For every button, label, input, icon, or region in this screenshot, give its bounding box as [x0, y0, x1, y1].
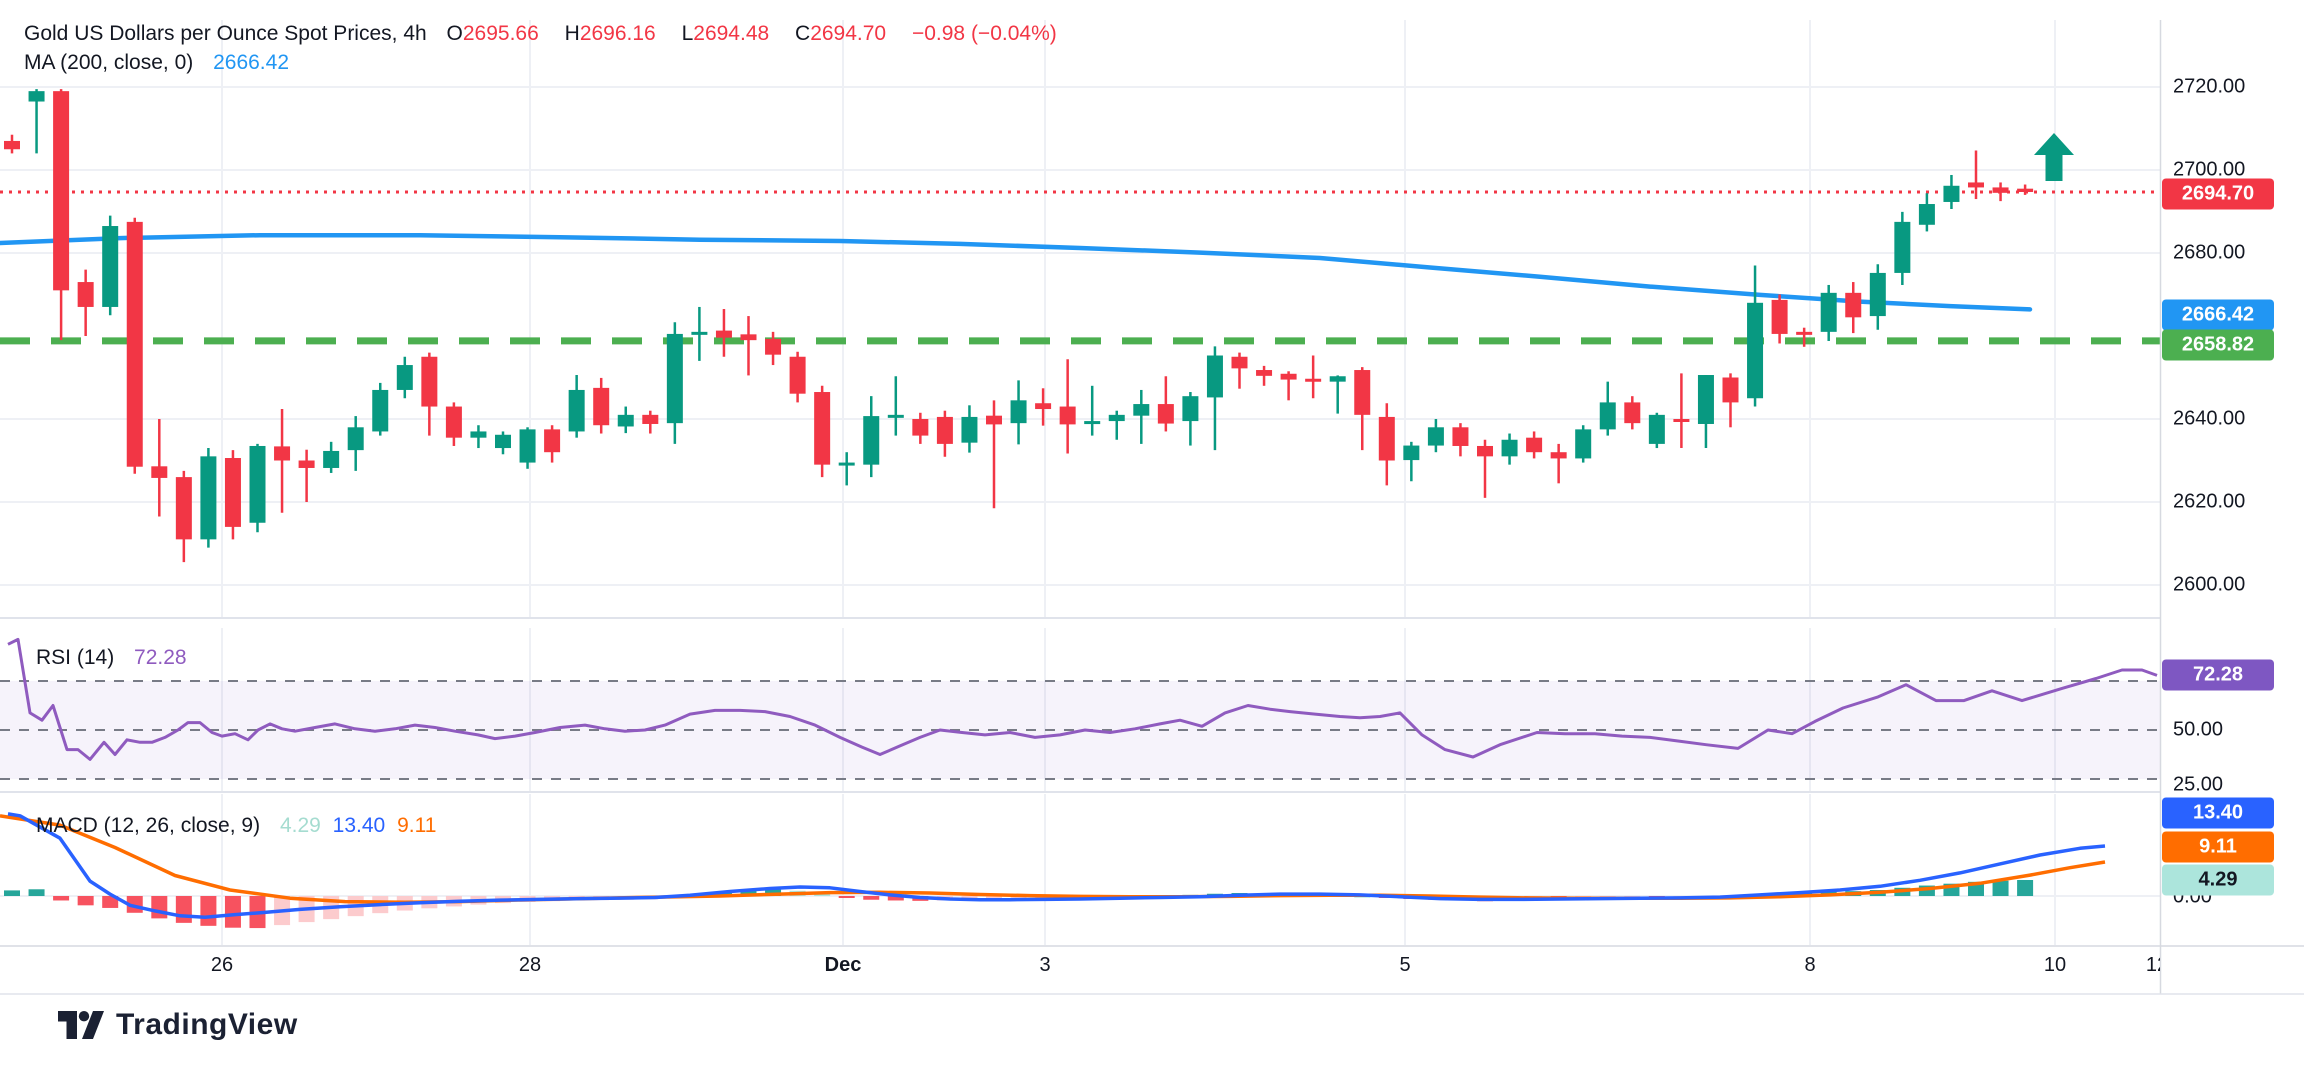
price-axis-label: 2640.00 [2173, 407, 2246, 430]
open-value: 2695.66 [462, 22, 539, 45]
tradingview-logo-text: TradingView [116, 1008, 298, 1041]
time-axis-label-5: 5 [1399, 954, 1411, 976]
macd-line[interactable] [7, 812, 2106, 920]
macd-line-value: 13.40 [332, 814, 386, 837]
price-axis-label: 25.00 [2173, 773, 2224, 796]
high-label: H [564, 22, 580, 45]
macd-indicator-legend[interactable]: MACD (12, 26, close, 9) 4.29 13.40 9.11 [36, 814, 442, 838]
price-badge-9.11: 9.11 [2162, 831, 2274, 863]
price-axis[interactable]: 2720.00 2700.00 2680.00 2640.00 2620.00 2600.… [2160, 0, 2304, 994]
ma200-line[interactable] [0, 232, 2033, 312]
rsi-panel [0, 628, 2160, 791]
price-badge-4.29: 4.29 [2162, 864, 2274, 896]
price-axis-label: 2620.00 [2173, 490, 2246, 513]
ma-label: MA (200, close, 0) [24, 51, 194, 74]
macd-label: MACD (12, 26, close, 9) [36, 814, 261, 837]
price-axis-label: 2700.00 [2173, 158, 2246, 181]
time-axis[interactable]: 26 28 Dec 3 5 8 10 12 [0, 946, 2160, 994]
rsi-indicator-legend[interactable]: RSI (14) 72.28 [36, 646, 193, 670]
time-axis-label-12: 12 [2145, 954, 2160, 976]
symbol-title: Gold US Dollars per Ounce Spot Prices, 4… [24, 22, 427, 45]
open-label: O [446, 22, 463, 45]
time-axis-label-26: 26 [210, 954, 234, 976]
tradingview-logo[interactable]: TradingView [58, 1008, 298, 1042]
close-label: C [795, 22, 811, 45]
price-badge-2666.42: 2666.42 [2162, 299, 2274, 331]
macd-panel [0, 794, 2160, 945]
price-axis-label: 2600.00 [2173, 573, 2246, 596]
macd-hist-value: 4.29 [279, 814, 321, 837]
macd-histogram [4, 879, 2034, 929]
price-badge-2694.70: 2694.70 [2162, 178, 2274, 210]
axes-borders [0, 20, 2304, 995]
time-axis-label-10: 10 [2043, 954, 2067, 976]
high-value: 2696.16 [579, 22, 656, 45]
candles [4, 89, 2034, 563]
ma-value: 2666.42 [213, 51, 290, 74]
price-badge-13.40: 13.40 [2162, 797, 2274, 829]
rsi-label: RSI (14) [36, 646, 115, 669]
change-value: −0.98 (−0.04%) [911, 22, 1057, 45]
price-badge-72.28: 72.28 [2162, 659, 2274, 691]
time-axis-label-8: 8 [1804, 954, 1816, 976]
price-axis-label: 50.00 [2173, 718, 2224, 741]
low-value: 2694.48 [693, 22, 770, 45]
price-badge-2658.82: 2658.82 [2162, 329, 2274, 361]
rsi-line[interactable] [7, 637, 2158, 761]
time-axis-label-3: 3 [1039, 954, 1051, 976]
low-label: L [681, 22, 694, 45]
price-axis-label: 2680.00 [2173, 241, 2246, 264]
main-price-panel [0, 20, 2160, 617]
buy-arrow-marker[interactable] [2034, 133, 2074, 181]
price-axis-label: 2720.00 [2173, 75, 2246, 98]
macd-signal-value: 9.11 [397, 814, 437, 837]
rsi-value: 72.28 [134, 646, 187, 669]
time-axis-label-Dec: Dec [824, 954, 862, 976]
time-axis-label-28: 28 [518, 954, 542, 976]
tradingview-logo-icon [58, 1011, 104, 1039]
symbol-legend[interactable]: Gold US Dollars per Ounce Spot Prices, 4… [24, 22, 1063, 46]
ma-indicator-legend[interactable]: MA (200, close, 0) 2666.42 [24, 51, 295, 75]
close-value: 2694.70 [810, 22, 887, 45]
